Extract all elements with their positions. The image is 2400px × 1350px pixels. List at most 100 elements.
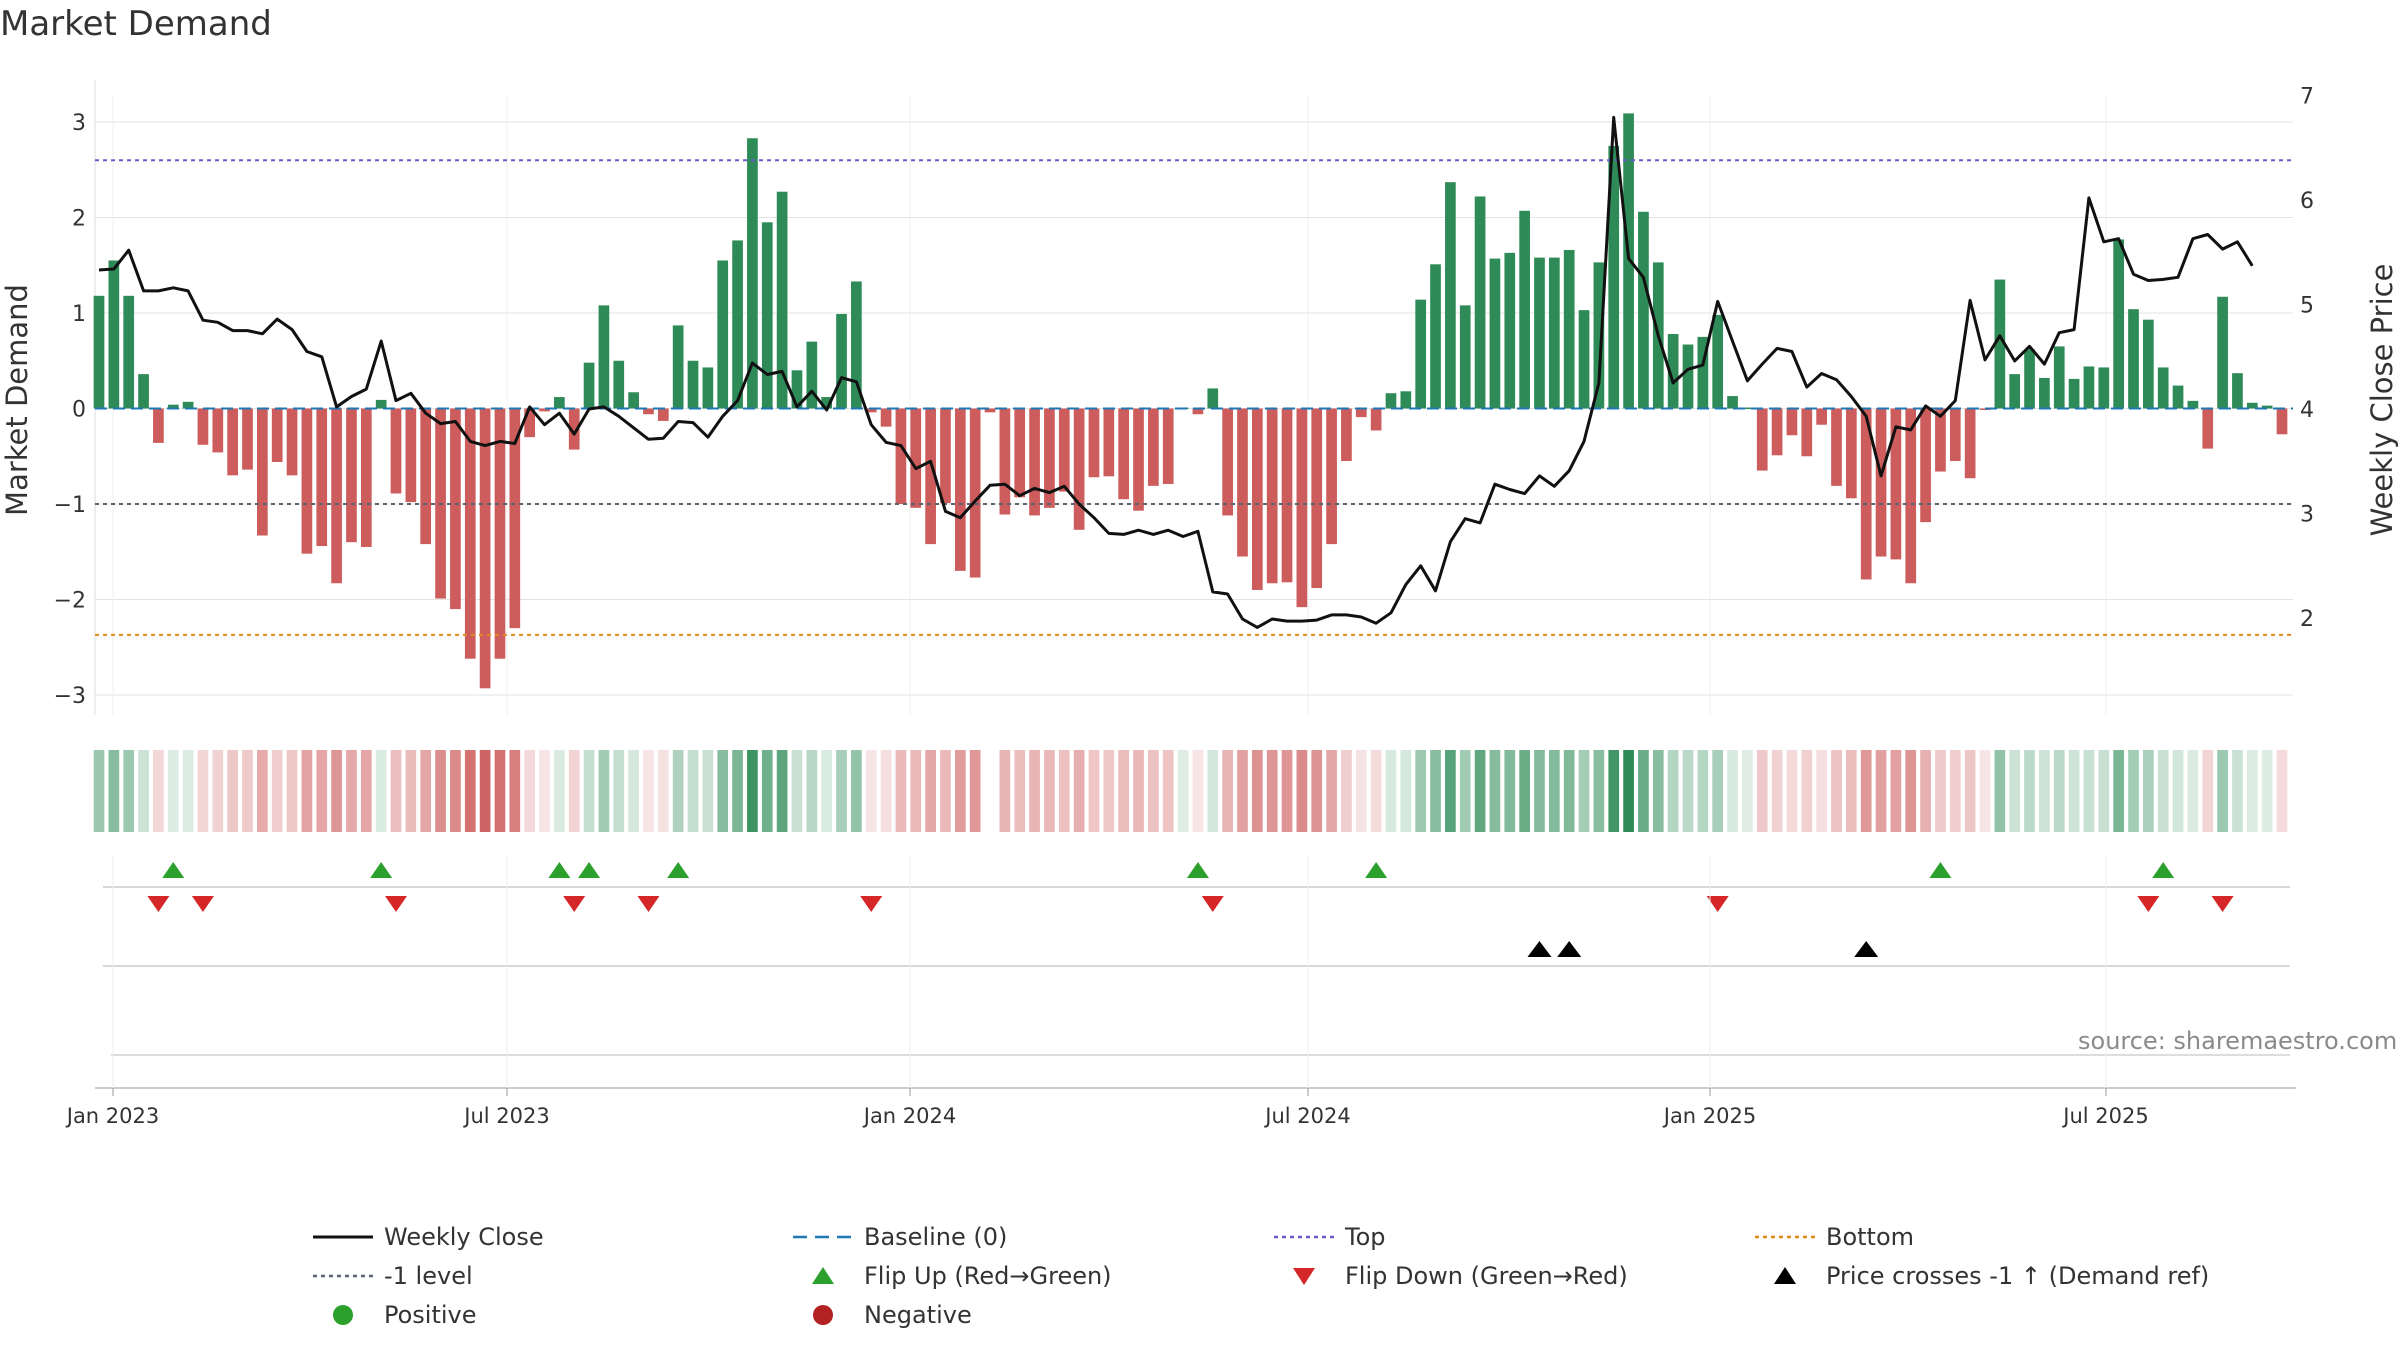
heat-cell [1801,750,1813,832]
demand-bar [1519,210,1530,409]
heat-cell [2232,750,2243,832]
heat-cell [1563,750,1575,832]
heat-cell [346,750,357,832]
heat-cell [1445,750,1456,832]
heat-cell [1593,750,1605,832]
heat-cell [791,750,803,832]
heat-cell [1638,750,1649,832]
grid [94,80,2293,715]
demand-bar [539,408,550,412]
heat-cell [1251,750,1263,832]
heat-cell [1311,750,1323,832]
demand-bar [2068,378,2080,409]
heat-cell [1058,750,1070,832]
price-cross-marker [1527,941,1552,957]
demand-bar [851,281,862,409]
heat-cell [1935,750,1946,832]
demand-bar [1222,408,1233,516]
demand-bar [1266,408,1278,584]
heat-cell [1667,750,1679,832]
demand-bar [1742,407,1753,410]
heat-cell [1771,750,1783,832]
demand-bar [346,408,357,543]
demand-bar [1801,408,1813,457]
heat-cell [776,750,788,832]
legend-label: Flip Up (Red→Green) [864,1262,1112,1290]
demand-bar [420,408,432,545]
heat-cell [1652,750,1664,832]
heat-cell [672,750,684,832]
price-line-layer [98,115,2254,629]
demand-bar [1964,408,1976,479]
demand-bar [865,408,877,413]
demand-bar [1207,388,1219,409]
legend: Weekly Close Baseline (0) Top Bottom -1 leve… [313,1223,2209,1329]
demand-bar [1578,310,1590,409]
demand-bar [1044,408,1055,508]
demand-bar [2217,296,2228,409]
demand-bar [1935,408,1946,472]
y2-tick-label: 3 [2300,503,2314,528]
heat-cell [227,750,238,832]
heat-cell [643,750,654,832]
heat-cell [2187,750,2199,832]
demand-bar [1845,408,1857,499]
legend-swatch-flip-up [812,1267,834,1284]
heat-cell [732,750,743,832]
heat-cell [1548,750,1560,832]
demand-bar [747,138,758,409]
demand-bar [1489,258,1501,409]
demand-bar [1459,305,1471,409]
date-tick-label: Jan 2024 [862,1104,957,1128]
heat-cell [420,750,432,832]
demand-bar [925,408,936,545]
demand-bar [1504,252,1516,409]
heat-cell [494,750,506,832]
demand-bar [2024,349,2035,409]
legend-swatch-flip-down [1293,1268,1315,1285]
flip-down-marker [147,896,170,912]
demand-bar [1311,408,1323,589]
demand-bar [1979,408,1991,410]
heat-cell [2098,750,2110,832]
legend-label: Negative [864,1301,972,1329]
demand-bar [2261,405,2273,409]
demand-bar [1162,408,1174,484]
heat-cell [1029,750,1040,832]
heat-cell [2172,750,2184,832]
heat-cell [1519,750,1530,832]
demand-bar [1029,408,1040,516]
heat-cell [1786,750,1798,832]
heat-cell [613,750,625,832]
demand-bar [1771,408,1783,456]
heat-cell [2276,750,2288,832]
legend-label: Flip Down (Green→Red) [1345,1262,1628,1290]
right-axis: 7 6 5 4 3 2 [2300,85,2314,633]
heat-cell [1385,750,1397,832]
demand-bar [1118,408,1130,500]
heat-cell [509,750,521,832]
demand-bar [2098,367,2110,409]
demand-bar [494,408,506,659]
y-tick-label: −1 [54,493,86,518]
demand-bar [613,360,625,409]
heat-cell [1281,750,1293,832]
reference-lines [95,159,2293,636]
demand-bar [1831,408,1842,486]
heat-cell [450,750,461,832]
source-label: source: sharemaestro.com [2078,1027,2397,1055]
heat-cell [197,750,209,832]
demand-bar [1103,408,1115,477]
heat-cell [1400,750,1412,832]
demand-bar [1682,344,1694,409]
legend-label: Top [1344,1223,1386,1251]
heat-cell [999,750,1011,832]
legend-swatch-negative [813,1305,833,1325]
flip-down-marker [385,896,408,912]
y2-tick-label: 6 [2300,189,2314,214]
demand-bar [1994,279,2006,409]
heat-cell [1014,750,1026,832]
heat-cell [717,750,729,832]
heat-cell [405,750,417,832]
demand-bar [1949,408,1961,462]
